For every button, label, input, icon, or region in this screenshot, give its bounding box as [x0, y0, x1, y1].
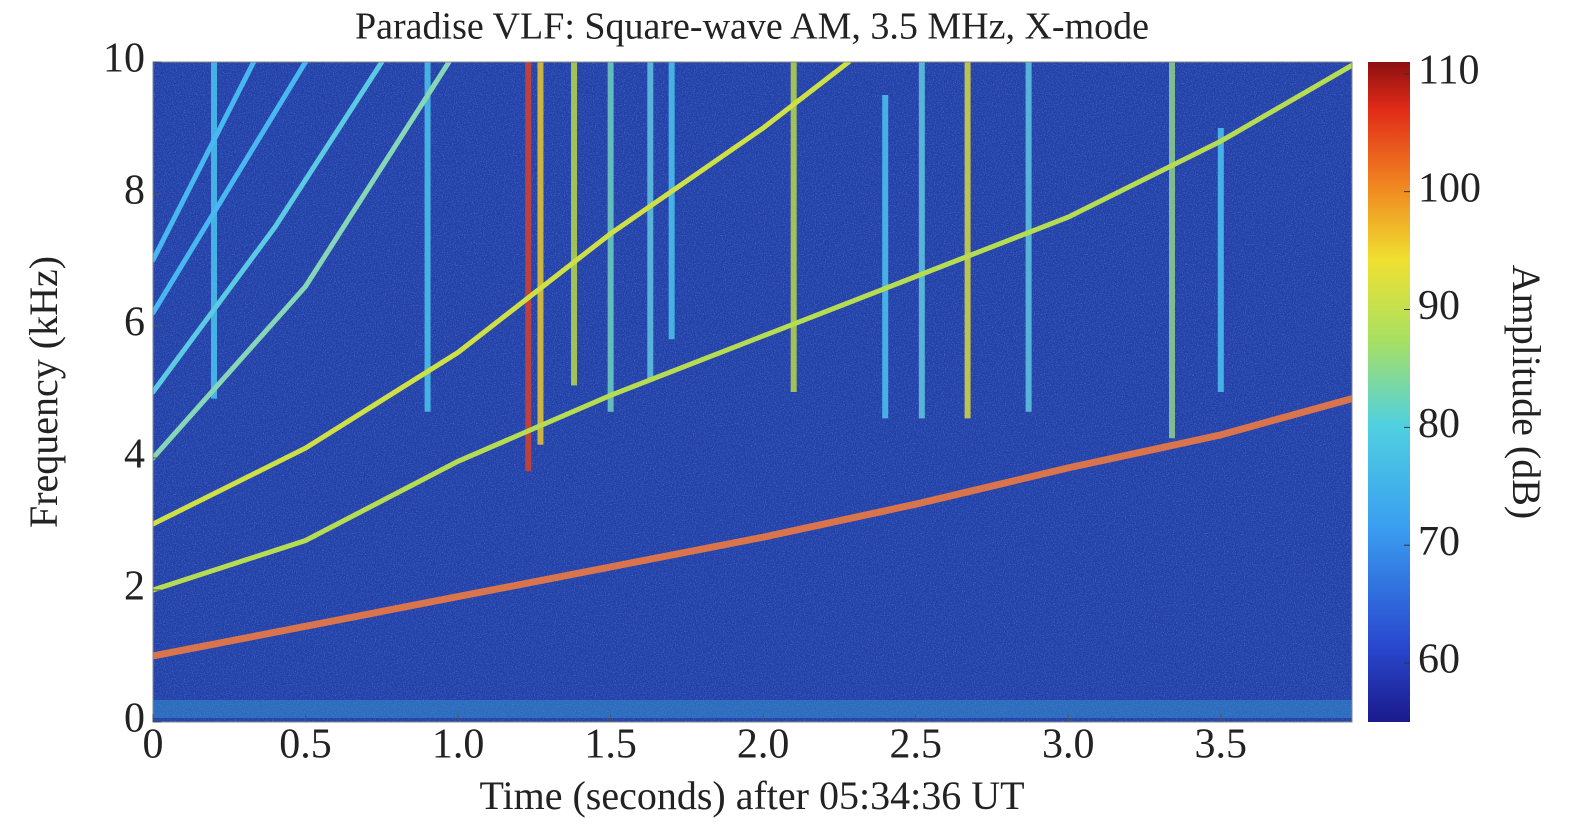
y-tick-label: 6: [124, 300, 145, 346]
harmonic-trace: [153, 395, 1352, 660]
low-band: [153, 700, 1352, 718]
harmonic-trace: [153, 62, 385, 395]
noise-texture: [153, 62, 1352, 722]
colorbar-tick-label: 80: [1418, 401, 1460, 447]
y-tick-label: 4: [124, 432, 145, 478]
plot-frame: [152, 61, 1353, 723]
x-tick-label: 3.5: [1195, 722, 1248, 768]
colorbar-tick-label: 110: [1418, 47, 1479, 93]
x-tick-label: 1.0: [432, 722, 485, 768]
y-tick-label: 2: [124, 564, 145, 610]
y-tick-label: 0: [124, 696, 145, 742]
x-tick-label: 2.5: [889, 722, 942, 768]
y-axis-label: Frequency (kHz): [21, 256, 66, 528]
plot-area: [153, 62, 1352, 660]
x-tick-label: 0: [143, 722, 164, 768]
harmonic-trace: [153, 62, 1352, 593]
harmonic-trace: [153, 62, 257, 263]
x-axis-label: Time (seconds) after 05:34:36 UT: [479, 773, 1024, 818]
x-tick-label: 1.5: [584, 722, 637, 768]
colorbar-tick-label: 70: [1418, 519, 1460, 565]
harmonic-trace: [153, 62, 852, 527]
x-tick-label: 0.5: [279, 722, 332, 768]
x-tick-label: 3.0: [1042, 722, 1095, 768]
x-tick-label: 2.0: [737, 722, 790, 768]
colorbar-label: Amplitude (dB): [1504, 265, 1549, 519]
harmonic-trace: [153, 62, 452, 461]
colorbar-tick-label: 100: [1418, 165, 1481, 211]
chart-title: Paradise VLF: Square-wave AM, 3.5 MHz, X…: [355, 6, 1149, 48]
y-tick-label: 10: [103, 36, 145, 82]
harmonic-trace: [153, 62, 309, 316]
colorbar: [1368, 62, 1410, 722]
colorbar-tick-label: 90: [1418, 283, 1460, 329]
colorbar-tick-label: 60: [1418, 637, 1460, 683]
y-tick-label: 8: [124, 168, 145, 214]
